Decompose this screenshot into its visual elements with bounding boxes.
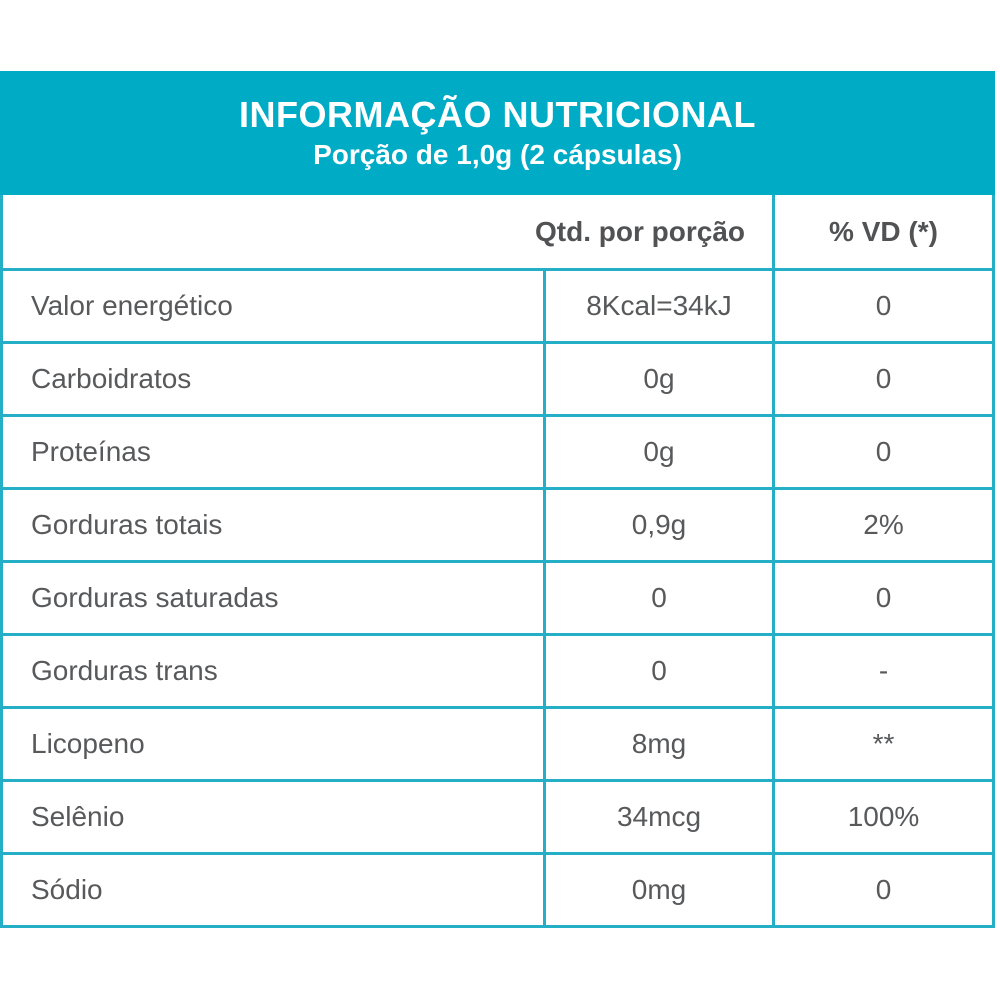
nutrient-label: Proteínas	[31, 436, 151, 467]
nutrient-label: Gorduras totais	[31, 509, 223, 540]
nutrient-quantity: 0mg	[543, 855, 772, 925]
nutrient-daily-value: 100%	[772, 782, 992, 852]
table-row: Gorduras trans 0 -	[3, 636, 992, 709]
nutrient-label: Gorduras trans	[31, 655, 218, 686]
nutrient-label: Gorduras saturadas	[31, 582, 279, 613]
table-row: Licopeno 8mg **	[3, 709, 992, 782]
nutrient-daily-value: 0	[772, 344, 992, 414]
nutrient-quantity: 0g	[543, 344, 772, 414]
nutrient-label: Carboidratos	[31, 363, 192, 394]
nutrient-daily-value: 0	[772, 855, 992, 925]
nutrient-quantity: 8Kcal=34kJ	[543, 271, 772, 341]
table-row: Valor energético 8Kcal=34kJ 0	[3, 271, 992, 344]
nutrient-daily-value: 0	[772, 417, 992, 487]
table-row: Carboidratos 0g 0	[3, 344, 992, 417]
nutrition-label-header: INFORMAÇÃO NUTRICIONAL Porção de 1,0g (2…	[0, 71, 995, 195]
nutrient-daily-value: -	[772, 636, 992, 706]
table-row: Proteínas 0g 0	[3, 417, 992, 490]
nutrition-table: Qtd. por porção % VD (*) Valor energétic…	[0, 195, 995, 928]
nutrient-daily-value: 0	[772, 563, 992, 633]
label-title: INFORMAÇÃO NUTRICIONAL	[239, 94, 756, 136]
nutrient-label: Valor energético	[31, 290, 233, 321]
table-row: Gorduras totais 0,9g 2%	[3, 490, 992, 563]
nutrient-daily-value: **	[772, 709, 992, 779]
table-row: Selênio 34mcg 100%	[3, 782, 992, 855]
column-header-quantity: Qtd. por porção	[535, 215, 745, 247]
nutrient-quantity: 0	[543, 563, 772, 633]
nutrient-label: Selênio	[31, 801, 125, 832]
table-header-row: Qtd. por porção % VD (*)	[3, 195, 992, 271]
nutrient-quantity: 0g	[543, 417, 772, 487]
nutrient-label: Licopeno	[31, 728, 145, 759]
nutrient-daily-value: 2%	[772, 490, 992, 560]
nutrition-label: INFORMAÇÃO NUTRICIONAL Porção de 1,0g (2…	[0, 71, 995, 928]
column-header-daily-value: % VD (*)	[772, 195, 992, 268]
table-row: Gorduras saturadas 0 0	[3, 563, 992, 636]
table-row: Sódio 0mg 0	[3, 855, 992, 928]
nutrient-label: Sódio	[31, 874, 103, 905]
nutrient-quantity: 8mg	[543, 709, 772, 779]
nutrient-daily-value: 0	[772, 271, 992, 341]
nutrient-quantity: 0	[543, 636, 772, 706]
serving-size-subtitle: Porção de 1,0g (2 cápsulas)	[313, 138, 682, 170]
nutrient-quantity: 0,9g	[543, 490, 772, 560]
nutrient-quantity: 34mcg	[543, 782, 772, 852]
